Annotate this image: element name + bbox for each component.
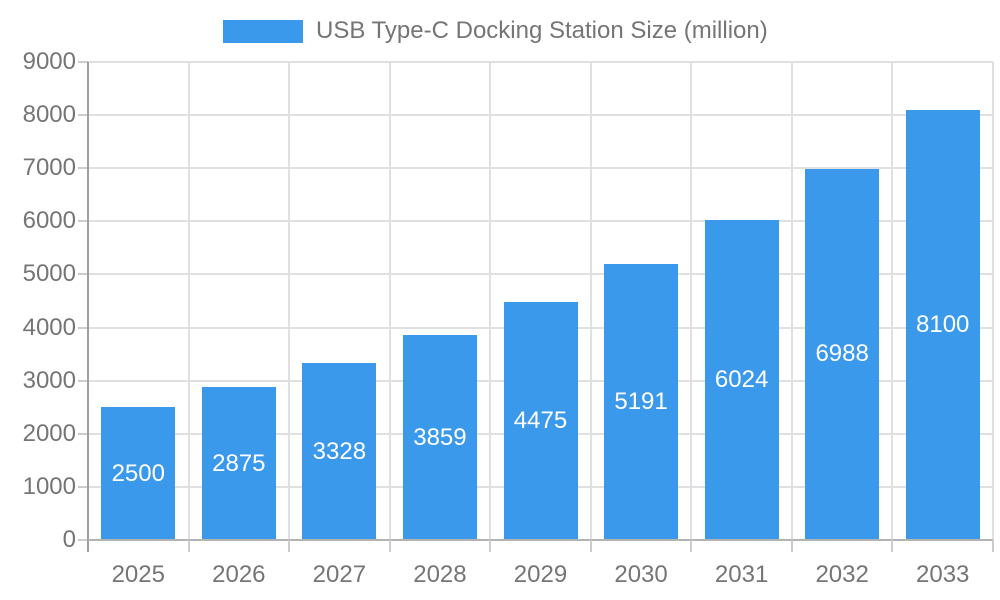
- y-axis-tick: [78, 326, 88, 329]
- gridline-h: [88, 61, 993, 63]
- bar-value-label: 3328: [312, 437, 367, 465]
- x-axis-tick: [690, 540, 693, 552]
- y-axis-tick: [78, 432, 88, 435]
- y-tick-label: 0: [62, 526, 76, 553]
- x-axis-tick: [589, 540, 592, 552]
- y-axis-tick: [78, 61, 88, 63]
- y-axis-tick: [78, 220, 88, 223]
- x-axis-tick: [891, 540, 894, 552]
- gridline-v: [288, 62, 291, 540]
- bar: 3859: [402, 335, 477, 540]
- bar: 2875: [201, 387, 276, 540]
- x-axis-line: [88, 539, 993, 541]
- y-tick-label: 8000: [22, 101, 76, 129]
- y-tick-label: 6000: [22, 207, 76, 235]
- legend-label: USB Type-C Docking Station Size (million…: [316, 17, 768, 44]
- gridline-v: [187, 62, 190, 540]
- bar-value-label: 5191: [614, 388, 668, 416]
- x-tick-label: 2028: [413, 561, 467, 588]
- bar: 3328: [302, 363, 377, 540]
- x-tick-label: 2032: [815, 561, 869, 588]
- y-tick-label: 5000: [22, 260, 76, 288]
- bar: 6024: [704, 220, 779, 540]
- x-axis-tick: [187, 540, 190, 552]
- y-tick-label: 4000: [22, 313, 76, 341]
- gridline-v: [891, 62, 894, 540]
- gridline-v: [589, 62, 592, 540]
- gridline-v: [388, 62, 391, 540]
- y-axis-tick: [78, 167, 88, 170]
- y-tick-label: 7000: [22, 154, 76, 182]
- y-axis-tick: [78, 539, 88, 541]
- bar-value-label: 6024: [714, 366, 769, 394]
- x-axis-tick: [388, 540, 391, 552]
- bar-value-label: 8100: [916, 310, 970, 338]
- y-tick-label: 3000: [22, 366, 76, 394]
- x-tick-label: 2027: [312, 561, 367, 588]
- y-axis-tick: [78, 114, 88, 117]
- gridline-v: [690, 62, 693, 540]
- bar: 6988: [805, 168, 880, 540]
- x-tick-label: 2031: [714, 561, 769, 588]
- x-tick-label: 2026: [212, 561, 266, 588]
- gridline-h: [88, 114, 993, 117]
- bar: 4475: [503, 302, 578, 540]
- x-tick-label: 2030: [614, 561, 668, 588]
- gridline-h: [88, 220, 993, 223]
- gridline-h: [88, 167, 993, 170]
- y-axis-line: [87, 62, 89, 552]
- x-axis-tick: [790, 540, 793, 552]
- x-tick-label: 2029: [513, 561, 568, 588]
- x-axis-tick: [288, 540, 291, 552]
- bar-value-label: 3859: [413, 423, 467, 451]
- y-axis-tick: [78, 273, 88, 276]
- legend[interactable]: USB Type-C Docking Station Size (million…: [223, 19, 768, 43]
- bar-value-label: 4475: [513, 407, 568, 435]
- gridline-h: [88, 273, 993, 276]
- bar: 8100: [905, 109, 980, 540]
- y-axis-tick: [78, 485, 88, 488]
- legend-swatch-icon: [223, 19, 303, 43]
- x-tick-label: 2025: [111, 561, 165, 588]
- bar-value-label: 6988: [815, 340, 869, 368]
- y-tick-label: 2000: [22, 419, 76, 447]
- gridline-v: [790, 62, 793, 540]
- y-tick-label: 1000: [22, 472, 76, 500]
- x-tick-label: 2033: [916, 561, 970, 588]
- bar-value-label: 2875: [212, 449, 266, 477]
- x-axis-tick: [992, 540, 994, 552]
- bar: 2500: [101, 407, 176, 540]
- y-tick-label: 9000: [22, 48, 76, 75]
- y-axis-tick: [78, 379, 88, 382]
- gridline-v: [489, 62, 492, 540]
- bar-value-label: 2500: [111, 459, 165, 487]
- x-axis-tick: [489, 540, 492, 552]
- bar: 5191: [604, 264, 679, 540]
- gridline-v: [992, 62, 994, 540]
